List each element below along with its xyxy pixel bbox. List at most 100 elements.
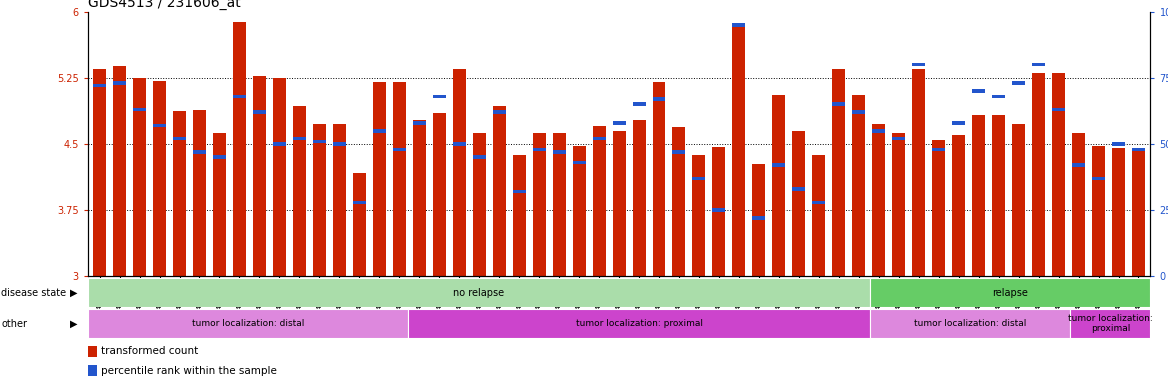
Bar	[772, 164, 785, 167]
Text: tumor localization: distal: tumor localization: distal	[192, 319, 304, 328]
Bar	[353, 173, 366, 276]
Bar	[453, 142, 466, 146]
Bar	[792, 187, 806, 191]
Bar	[693, 177, 705, 180]
Text: relapse: relapse	[992, 288, 1028, 298]
Bar	[892, 132, 905, 276]
Bar	[833, 103, 846, 106]
Bar	[1033, 73, 1045, 276]
Bar	[373, 82, 385, 276]
Bar	[772, 95, 785, 276]
Bar	[732, 25, 745, 276]
Bar	[833, 69, 846, 276]
Bar	[113, 81, 126, 85]
Bar	[432, 94, 446, 98]
Bar	[313, 139, 326, 143]
Bar	[1112, 148, 1125, 276]
Bar	[1092, 146, 1105, 276]
Bar	[552, 132, 565, 276]
Bar	[1112, 142, 1125, 146]
Bar	[333, 124, 346, 276]
Text: transformed count: transformed count	[100, 346, 197, 356]
Text: other: other	[1, 318, 27, 329]
Bar	[88, 346, 97, 357]
Bar	[232, 22, 246, 276]
Bar	[992, 94, 1006, 98]
Bar	[513, 190, 526, 194]
Bar	[653, 97, 666, 101]
Bar	[812, 200, 826, 204]
Bar	[992, 115, 1006, 276]
Text: GDS4513 / 231606_at: GDS4513 / 231606_at	[88, 0, 241, 10]
Text: no relapse: no relapse	[453, 288, 505, 298]
Bar	[93, 84, 106, 88]
Bar	[1052, 108, 1065, 111]
Bar	[932, 140, 945, 276]
Bar	[673, 150, 686, 154]
Bar	[932, 147, 945, 151]
Bar	[572, 146, 585, 276]
Bar	[533, 132, 545, 276]
Text: tumor localization: distal: tumor localization: distal	[913, 319, 1027, 328]
Bar	[153, 124, 166, 127]
Bar	[870, 309, 1070, 338]
Bar	[193, 111, 206, 276]
Bar	[293, 106, 306, 276]
Bar	[1033, 63, 1045, 66]
Bar	[1072, 132, 1085, 276]
Bar	[193, 150, 206, 154]
Bar	[812, 155, 826, 276]
Bar	[373, 129, 385, 132]
Bar	[952, 135, 965, 276]
Bar	[870, 278, 1150, 307]
Bar	[592, 126, 605, 276]
Bar	[752, 164, 765, 276]
Bar	[1013, 124, 1026, 276]
Bar	[912, 69, 925, 276]
Bar	[432, 113, 446, 276]
Bar	[1132, 150, 1145, 276]
Bar	[592, 137, 605, 141]
Bar	[1070, 309, 1150, 338]
Bar	[792, 131, 806, 276]
Bar	[232, 94, 246, 98]
Bar	[313, 124, 326, 276]
Bar	[712, 209, 725, 212]
Bar	[412, 120, 426, 276]
Bar	[133, 78, 146, 276]
Text: tumor localization:
proximal: tumor localization: proximal	[1068, 314, 1153, 333]
Bar	[673, 127, 686, 276]
Bar	[253, 76, 266, 276]
Bar	[253, 111, 266, 114]
Bar	[952, 121, 965, 124]
Bar	[213, 156, 225, 159]
Bar	[693, 156, 705, 276]
Bar	[392, 82, 405, 276]
Bar	[113, 66, 126, 276]
Bar	[1072, 164, 1085, 167]
Bar	[273, 142, 286, 146]
Bar	[88, 278, 870, 307]
Bar	[1092, 177, 1105, 180]
Bar	[752, 217, 765, 220]
Bar	[473, 133, 486, 276]
Bar	[1013, 81, 1026, 85]
Bar	[213, 132, 225, 276]
Bar	[392, 147, 405, 151]
Bar	[453, 69, 466, 276]
Bar	[88, 309, 409, 338]
Bar	[853, 95, 865, 276]
Bar	[493, 111, 506, 114]
Bar	[412, 121, 426, 124]
Bar	[872, 124, 885, 276]
Bar	[93, 69, 106, 276]
Bar	[493, 106, 506, 276]
Text: ▶: ▶	[70, 288, 77, 298]
Bar	[892, 137, 905, 141]
Bar	[1052, 73, 1065, 276]
Text: percentile rank within the sample: percentile rank within the sample	[100, 366, 277, 376]
Bar	[972, 115, 985, 276]
Bar	[353, 200, 366, 204]
Bar	[133, 108, 146, 111]
Bar	[273, 78, 286, 276]
